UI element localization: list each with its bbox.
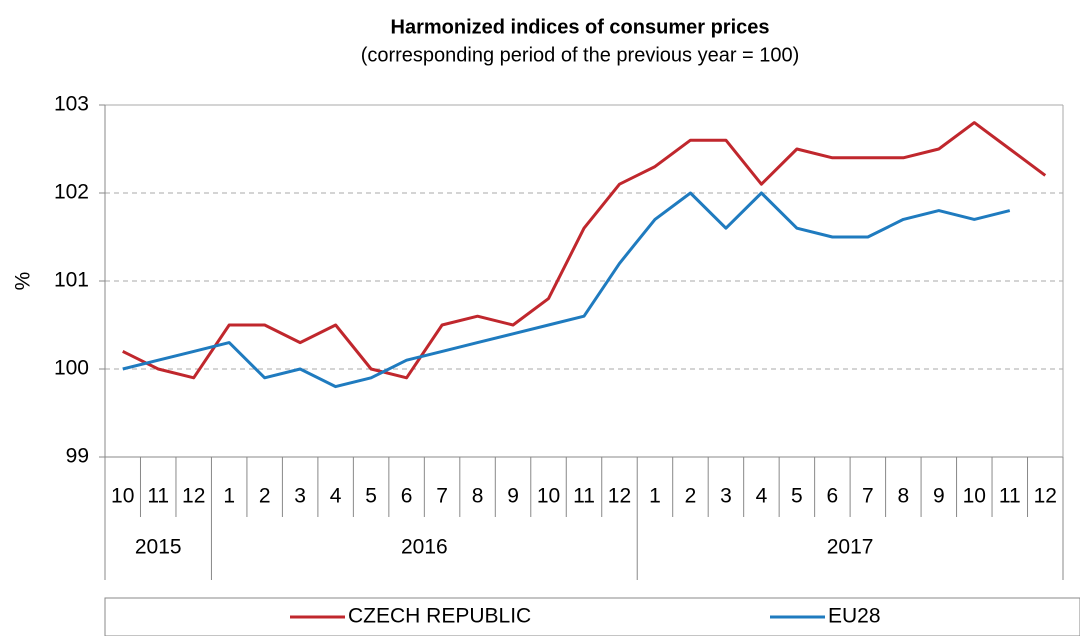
- x-tick-label: 12: [608, 485, 631, 508]
- x-tick-label: 11: [147, 485, 169, 508]
- x-tick-label: 6: [401, 485, 413, 508]
- legend-label: CZECH REPUBLIC: [348, 605, 531, 628]
- legend-label: EU28: [828, 605, 881, 628]
- x-tick-label: 11: [999, 485, 1021, 508]
- y-tick-label: 99: [66, 445, 89, 468]
- chart-title: Harmonized indices of consumer prices: [391, 16, 770, 38]
- x-tick-label: 9: [507, 485, 519, 508]
- y-axis-label: %: [12, 272, 35, 291]
- group-label: 2015: [135, 536, 182, 559]
- x-tick-label: 11: [573, 485, 595, 508]
- group-label: 2017: [827, 536, 874, 559]
- x-tick-label: 12: [1034, 485, 1057, 508]
- group-label: 2016: [401, 536, 448, 559]
- y-tick-label: 101: [54, 269, 89, 292]
- x-tick-label: 4: [756, 485, 768, 508]
- chart-subtitle: (corresponding period of the previous ye…: [361, 44, 800, 66]
- x-tick-label: 10: [537, 485, 560, 508]
- y-tick-label: 102: [54, 181, 89, 204]
- x-tick-label: 3: [294, 485, 306, 508]
- x-tick-label: 10: [963, 485, 986, 508]
- x-tick-label: 5: [365, 485, 377, 508]
- x-tick-label: 12: [182, 485, 205, 508]
- x-tick-label: 9: [933, 485, 945, 508]
- x-tick-label: 2: [685, 485, 697, 508]
- x-tick-label: 1: [649, 485, 661, 508]
- x-tick-label: 5: [791, 485, 803, 508]
- y-tick-label: 100: [54, 357, 89, 380]
- x-tick-label: 6: [827, 485, 839, 508]
- x-tick-label: 2: [259, 485, 271, 508]
- x-tick-label: 1: [223, 485, 235, 508]
- x-tick-label: 4: [330, 485, 342, 508]
- x-tick-label: 8: [897, 485, 909, 508]
- legend-box: [104, 597, 1080, 636]
- x-tick-label: 10: [111, 485, 134, 508]
- x-tick-label: 7: [862, 485, 874, 508]
- x-tick-label: 7: [436, 485, 448, 508]
- y-tick-label: 103: [54, 93, 89, 116]
- series-line: [122, 121, 1047, 380]
- x-tick-label: 3: [720, 485, 732, 508]
- series-line: [122, 191, 1011, 389]
- x-tick-label: 8: [472, 485, 484, 508]
